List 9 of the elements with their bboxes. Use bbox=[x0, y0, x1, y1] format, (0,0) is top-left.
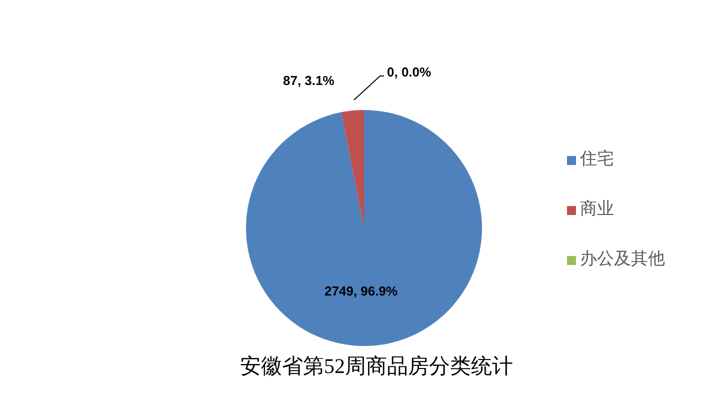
text: 安徽省第52周商品房分类统计 bbox=[240, 353, 513, 380]
legend-label: 商业 bbox=[580, 199, 614, 218]
legend-label: 住宅 bbox=[580, 149, 614, 168]
pie-slice bbox=[246, 110, 482, 346]
data-label: 87, 3.1% bbox=[283, 73, 335, 88]
pie-slice bbox=[341, 110, 364, 228]
data-label: 2749, 96.9% bbox=[324, 283, 398, 298]
text: 0, 0.0% bbox=[387, 64, 432, 80]
legend-label: 办公及其他 bbox=[580, 249, 665, 268]
